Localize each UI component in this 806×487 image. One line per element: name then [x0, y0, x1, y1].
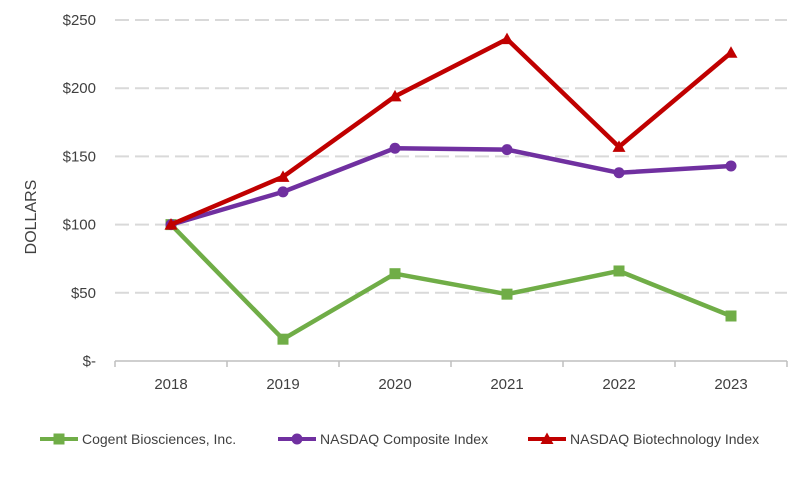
y-tick-label: $250 [63, 12, 96, 29]
y-axis-title: DOLLARS [23, 180, 40, 255]
data-point [724, 46, 738, 58]
data-point [164, 218, 178, 230]
x-tick-label: 2021 [490, 376, 523, 393]
x-tick-label: 2020 [378, 376, 411, 393]
y-tick-label: $- [83, 353, 96, 370]
data-point [725, 160, 737, 172]
x-tick-label: 2022 [602, 376, 635, 393]
data-point [276, 170, 290, 182]
data-point [612, 140, 626, 152]
data-point [389, 268, 401, 280]
gridlines [115, 19, 787, 294]
y-tick-label: $200 [63, 80, 96, 97]
legend-item: NASDAQ Biotechnology Index [528, 431, 759, 447]
data-point [500, 32, 514, 45]
series-line [168, 145, 734, 227]
series-line [168, 222, 734, 342]
y-tick-label: $100 [63, 217, 96, 234]
series-triangle [164, 32, 738, 230]
series-circle [165, 142, 737, 231]
series-line [168, 36, 734, 227]
data-point [277, 333, 289, 345]
x-tick-label: 2019 [266, 376, 299, 393]
data-point [389, 142, 401, 154]
data-point [501, 288, 513, 300]
legend-marker [291, 433, 303, 445]
x-tick-label: 2018 [154, 376, 187, 393]
data-point [501, 144, 513, 156]
series [164, 32, 738, 345]
x-tick-label: 2023 [714, 376, 747, 393]
legend-label: NASDAQ Composite Index [320, 431, 488, 447]
legend-label: Cogent Biosciences, Inc. [82, 431, 236, 447]
y-tick-label: $150 [63, 148, 96, 165]
legend-marker [53, 433, 65, 445]
y-tick-label: $50 [71, 285, 96, 302]
series-square [165, 219, 737, 345]
legend-item: Cogent Biosciences, Inc. [40, 431, 236, 447]
data-point [613, 167, 625, 179]
legend: Cogent Biosciences, Inc. NASDAQ Composite… [40, 431, 759, 447]
data-point [613, 265, 625, 277]
data-point [388, 89, 402, 102]
data-point [277, 186, 289, 198]
legend-marker [540, 432, 554, 444]
axes: $- $50 $100 $150 $200 $250 2018 2019 2020 2021 202… [63, 12, 788, 393]
legend-item: NASDAQ Composite Index [278, 431, 488, 447]
legend-label: NASDAQ Biotechnology Index [570, 431, 759, 447]
data-point [725, 310, 737, 322]
